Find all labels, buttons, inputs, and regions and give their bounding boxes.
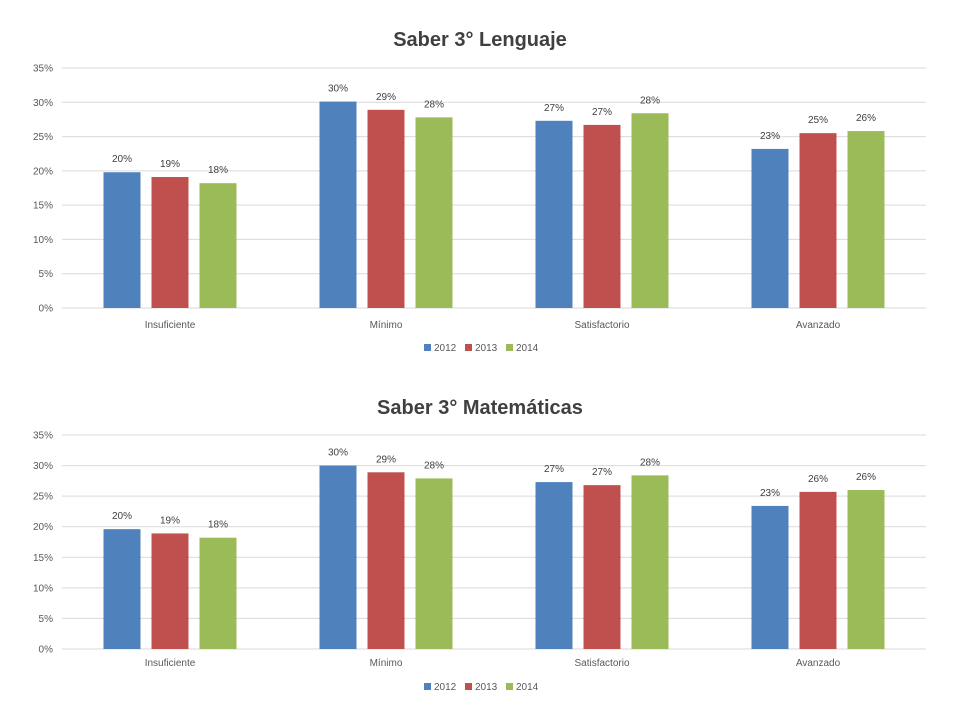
data-label: 26% (808, 474, 828, 485)
y-tick-label: 5% (39, 614, 54, 625)
legend-label: 2013 (475, 343, 498, 354)
data-label: 20% (112, 154, 132, 165)
bar-2014-1 (415, 117, 453, 308)
data-label: 19% (160, 159, 180, 170)
bar-2012-0 (103, 529, 141, 649)
category-label: Avanzado (796, 658, 841, 669)
bar-2012-3 (751, 505, 789, 649)
legend-swatch-2013 (465, 344, 472, 351)
chart-title: Saber 3° Lenguaje (393, 29, 567, 51)
legend-swatch-2012 (424, 683, 431, 690)
data-label: 23% (760, 488, 780, 499)
bar-2012-0 (103, 172, 141, 308)
y-tick-label: 15% (33, 201, 53, 212)
y-tick-label: 35% (33, 64, 53, 75)
data-label: 27% (592, 107, 612, 118)
legend-label: 2012 (434, 343, 457, 354)
category-label: Insuficiente (145, 658, 196, 669)
data-label: 28% (640, 95, 660, 106)
bar-2013-1 (367, 472, 405, 649)
data-label: 27% (544, 103, 564, 114)
y-tick-label: 10% (33, 583, 53, 594)
y-tick-label: 20% (33, 166, 53, 177)
data-label: 27% (544, 464, 564, 475)
category-label: Satisfactorio (574, 658, 629, 669)
legend-swatch-2013 (465, 683, 472, 690)
y-tick-label: 20% (33, 522, 53, 533)
data-label: 30% (328, 84, 348, 95)
data-label: 30% (328, 448, 348, 459)
legend-label: 2014 (516, 343, 539, 354)
bar-2014-3 (847, 490, 885, 649)
category-label: Insuficiente (145, 320, 196, 331)
category-label: Mínimo (370, 320, 403, 331)
data-label: 26% (856, 113, 876, 124)
data-label: 28% (640, 457, 660, 468)
data-label: 23% (760, 131, 780, 142)
bar-2014-0 (199, 537, 237, 649)
legend-label: 2014 (516, 682, 539, 693)
category-label: Mínimo (370, 658, 403, 669)
y-tick-label: 15% (33, 553, 53, 564)
data-label: 19% (160, 515, 180, 526)
chart-title: Saber 3° Matemáticas (377, 397, 583, 419)
bar-2013-2 (583, 485, 621, 649)
legend-swatch-2014 (506, 344, 513, 351)
y-tick-label: 35% (33, 431, 53, 442)
bar-2014-2 (631, 113, 669, 308)
y-tick-label: 0% (39, 645, 54, 656)
data-label: 27% (592, 467, 612, 478)
legend-label: 2013 (475, 682, 498, 693)
category-label: Avanzado (796, 320, 841, 331)
legend-swatch-2014 (506, 683, 513, 690)
bar-2013-0 (151, 177, 189, 308)
data-label: 28% (424, 460, 444, 471)
bar-2012-2 (535, 482, 573, 649)
chart-matematicas: Saber 3° Matemáticas 0% 5% 10% 15% 20% 25% 30% 3… (0, 380, 960, 715)
bar-2013-1 (367, 109, 405, 308)
bar-2014-0 (199, 183, 237, 308)
y-tick-label: 30% (33, 461, 53, 472)
bar-2014-3 (847, 131, 885, 308)
bar-2012-1 (319, 465, 357, 649)
data-label: 28% (424, 99, 444, 110)
category-label: Satisfactorio (574, 320, 629, 331)
y-tick-label: 30% (33, 98, 53, 109)
legend-swatch-2012 (424, 344, 431, 351)
chart-lenguaje: Saber 3° Lenguaje 0% 5% 10% 15% 20% 25% 30% 35% 2… (33, 29, 926, 354)
bar-2013-0 (151, 533, 189, 649)
y-tick-label: 25% (33, 132, 53, 143)
y-tick-label: 25% (33, 492, 53, 503)
data-label: 20% (112, 511, 132, 522)
y-tick-label: 10% (33, 235, 53, 246)
data-label: 25% (808, 115, 828, 126)
bar-2014-1 (415, 478, 453, 649)
y-tick-label: 0% (39, 304, 54, 315)
legend-label: 2012 (434, 682, 457, 693)
bar-2012-3 (751, 148, 789, 308)
bar-2012-1 (319, 101, 357, 308)
bar-2013-3 (799, 491, 837, 649)
data-label: 29% (376, 454, 396, 465)
data-label: 29% (376, 92, 396, 103)
data-label: 26% (856, 472, 876, 483)
y-tick-label: 5% (39, 269, 54, 280)
bar-2014-2 (631, 475, 669, 649)
data-label: 18% (208, 520, 228, 531)
bar-2013-2 (583, 124, 621, 309)
chart-lenguaje-svg: Saber 3° Lenguaje 0% 5% 10% 15% 20% 25% 30% 35% 2… (33, 29, 926, 354)
bar-2012-2 (535, 120, 573, 308)
data-label: 18% (208, 165, 228, 176)
chart-matematicas-svg: Saber 3° Matemáticas 0% 5% 10% 15% 20% 25% 30% 3… (33, 397, 926, 693)
bar-2013-3 (799, 133, 837, 308)
